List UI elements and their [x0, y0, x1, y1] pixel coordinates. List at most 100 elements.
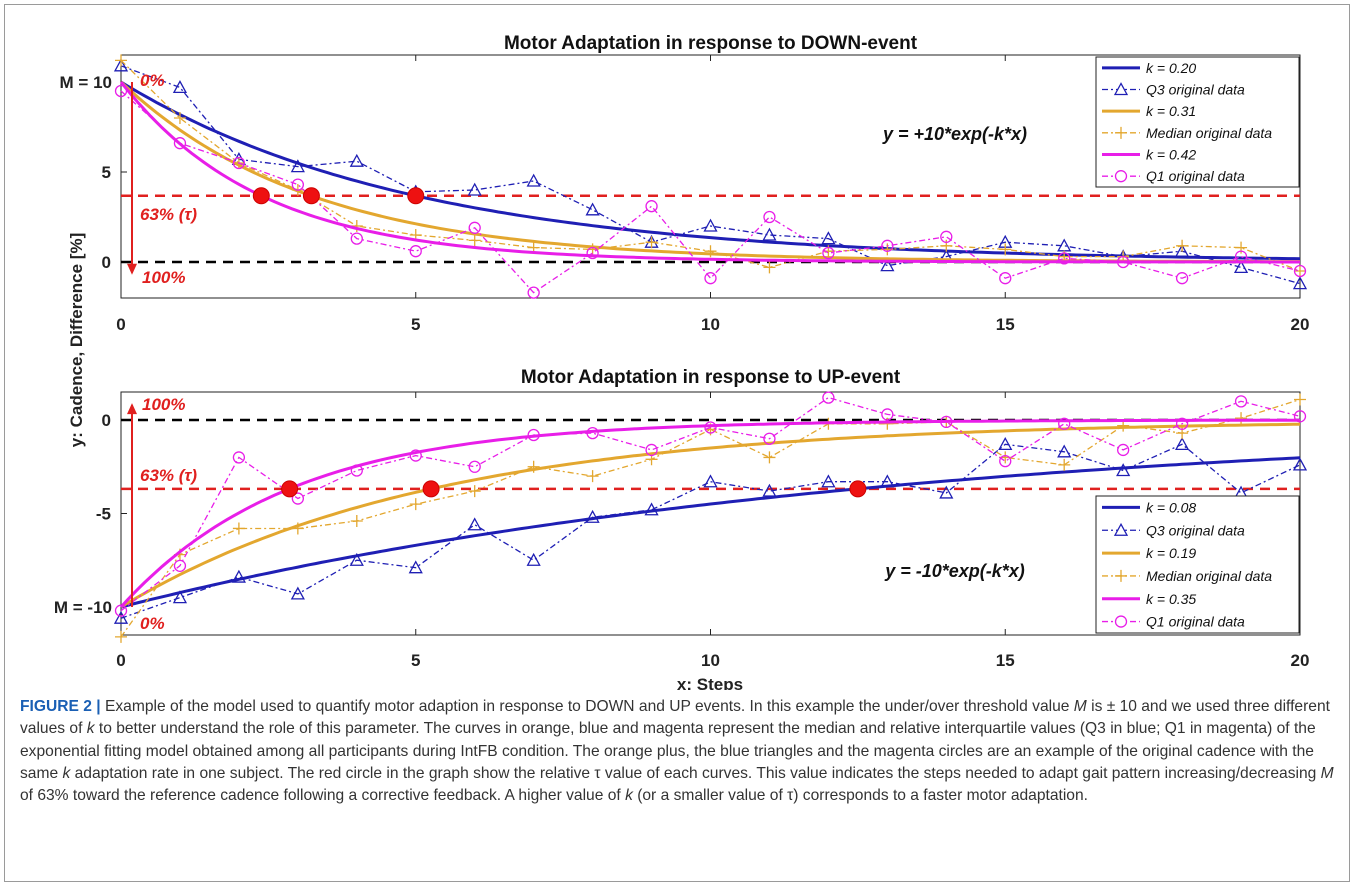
- data-point: [881, 408, 894, 421]
- data-line: [120, 65, 1301, 285]
- legend-label: Q1 original data: [1146, 168, 1245, 184]
- data-point: [527, 428, 540, 442]
- data-point: [1175, 243, 1190, 257]
- data-point: [1294, 265, 1306, 277]
- arrow-head: [127, 263, 137, 275]
- figure-frame: [4, 4, 1350, 882]
- legend-label: Median original data: [1146, 125, 1272, 141]
- data-point: [881, 239, 894, 252]
- data-line: [120, 443, 1301, 619]
- start-percent-label: 0%: [140, 71, 165, 90]
- data-point: [704, 421, 717, 434]
- data-point: [467, 517, 482, 531]
- data-point: [586, 426, 599, 440]
- tau-marker: [422, 480, 440, 498]
- caption-k-symbol: k: [86, 720, 95, 738]
- data-point: [527, 460, 540, 473]
- data-point: [1175, 436, 1190, 450]
- data-point: [880, 474, 895, 488]
- data-point: [763, 261, 776, 274]
- y-tick-label: -5: [96, 505, 111, 524]
- data-point: [1058, 417, 1071, 430]
- data-point: [232, 451, 246, 464]
- data-point: [1292, 276, 1308, 290]
- legend-label: k = 0.08: [1146, 499, 1196, 515]
- tau-marker: [281, 480, 299, 498]
- legend-box: [1095, 495, 1300, 634]
- tau-marker: [849, 480, 867, 498]
- data-point: [999, 455, 1012, 468]
- data-point: [291, 522, 304, 535]
- data-point: [645, 200, 658, 213]
- data-point: [173, 112, 186, 124]
- data-point: [231, 569, 246, 583]
- data-point: [822, 391, 835, 404]
- data-point: [232, 156, 246, 170]
- data-point: [762, 483, 777, 497]
- x-tick-label: 20: [1291, 651, 1310, 670]
- caption-m-symbol: M: [1073, 698, 1087, 715]
- data-point: [291, 492, 305, 505]
- down-event-panel: Motor Adaptation in response to DOWN-eve…: [60, 33, 1310, 334]
- model-equation: y = -10*exp(-k*x): [884, 561, 1025, 581]
- m-value-label: M = 10: [60, 73, 112, 92]
- data-point: [172, 80, 188, 94]
- data-point: [113, 58, 129, 72]
- data-point: [1235, 241, 1248, 254]
- data-point: [173, 559, 187, 572]
- data-point: [1175, 272, 1189, 285]
- data-point: [585, 202, 600, 216]
- data-point: [114, 84, 128, 98]
- data-point: [526, 173, 541, 187]
- data-point: [821, 474, 836, 488]
- caption-text-4: adaptation rate in one subject. The red …: [70, 764, 1321, 782]
- arrow-head: [127, 403, 137, 415]
- data-point: [468, 221, 481, 234]
- data-point: [703, 218, 718, 232]
- fit-curve: [120, 456, 1301, 609]
- x-tick-label: 5: [411, 315, 420, 334]
- caption-m-symbol-2: M: [1320, 764, 1334, 782]
- y-tick-label: 0: [102, 253, 111, 272]
- data-point: [350, 464, 363, 477]
- tau-marker: [252, 187, 270, 205]
- legend-label: Median original data: [1146, 568, 1272, 584]
- data-point: [350, 232, 363, 245]
- tau-percent-label: 63% (τ): [140, 205, 197, 224]
- data-line: [120, 90, 1301, 294]
- data-point: [290, 159, 305, 173]
- legend-box: [1095, 56, 1300, 188]
- data-point: [1117, 255, 1130, 269]
- data-line: [120, 396, 1301, 612]
- caption-text-3: to better understand the role of this pa…: [20, 720, 1316, 782]
- data-point: [1233, 260, 1249, 274]
- legend-label: Q1 original data: [1146, 614, 1245, 630]
- data-point: [468, 460, 481, 473]
- data-point: [939, 485, 954, 499]
- data-point: [115, 54, 127, 67]
- fit-curve: [120, 80, 1301, 261]
- data-point: [999, 243, 1012, 256]
- data-point: [763, 432, 776, 445]
- legend-label: Q3 original data: [1146, 82, 1245, 98]
- legend-marker: [1115, 126, 1127, 139]
- legend: k = 0.20 Q3 original data k = 0.31 Median o…: [1095, 56, 1300, 188]
- figure-caption: FIGURE 2 | Example of the model used to …: [20, 696, 1338, 807]
- legend-label: k = 0.42: [1146, 147, 1196, 163]
- data-point: [821, 231, 836, 245]
- tau-marker: [407, 187, 425, 205]
- data-point: [704, 245, 717, 258]
- data-point: [999, 272, 1012, 285]
- data-point: [1234, 250, 1248, 263]
- fit-curve: [119, 418, 1300, 609]
- data-point: [409, 498, 422, 511]
- start-percent-label: 0%: [140, 614, 165, 633]
- data-point: [468, 485, 481, 498]
- legend-label: k = 0.31: [1146, 103, 1196, 119]
- data-point: [526, 552, 541, 566]
- legend-marker: [1114, 615, 1128, 628]
- m-value-label: M = -10: [54, 598, 112, 617]
- x-tick-label: 0: [116, 315, 125, 334]
- x-tick-label: 0: [116, 651, 125, 670]
- data-point: [704, 272, 717, 285]
